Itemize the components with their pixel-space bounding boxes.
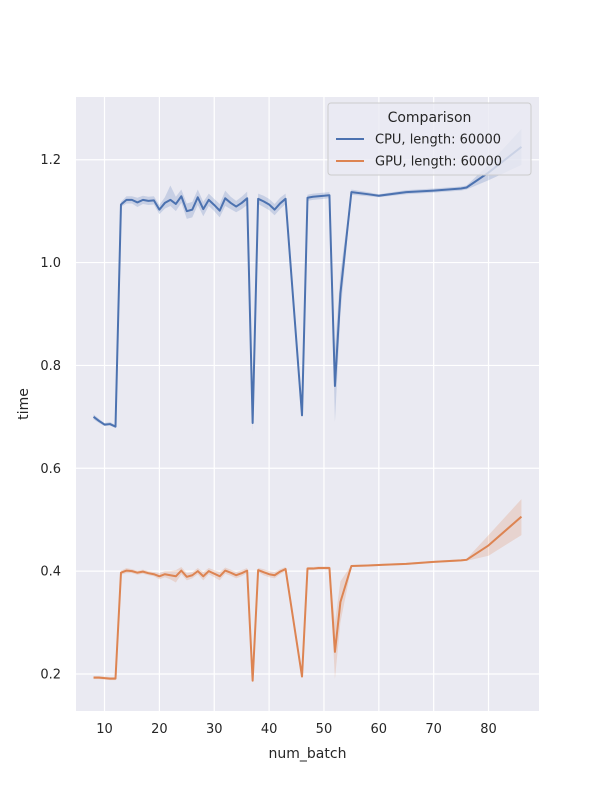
y-tick-label: 0.8 xyxy=(40,359,61,374)
y-tick-label: 1.2 xyxy=(40,153,61,168)
series-line-cpu xyxy=(92,146,523,428)
legend-label-gpu: GPU, length: 60000 xyxy=(375,155,502,170)
x-tick-label: 30 xyxy=(206,722,223,737)
legend-label-cpu: CPU, length: 60000 xyxy=(375,133,501,148)
x-tick-label: 80 xyxy=(480,722,497,737)
series-line-gpu xyxy=(93,515,523,682)
legend-box xyxy=(327,102,532,176)
legend: Comparison CPU, length: 60000 GPU, lengt… xyxy=(327,102,532,176)
x-tick-label: 70 xyxy=(425,722,442,737)
y-axis-label: time xyxy=(16,388,32,420)
x-axis-ticks: 10 20 30 40 50 60 70 80 xyxy=(96,722,497,737)
x-axis-label: num_batch xyxy=(269,746,347,762)
x-tick-label: 10 xyxy=(96,722,113,737)
x-tick-label: 60 xyxy=(371,722,388,737)
x-tick-label: 50 xyxy=(316,722,333,737)
legend-title: Comparison xyxy=(388,110,472,126)
y-tick-label: 0.2 xyxy=(40,667,61,682)
series-lines xyxy=(92,146,523,682)
y-tick-label: 0.6 xyxy=(40,462,61,477)
plot-area xyxy=(76,97,539,711)
x-tick-label: 20 xyxy=(151,722,168,737)
y-tick-label: 1.0 xyxy=(40,256,61,271)
y-tick-label: 0.4 xyxy=(40,565,61,580)
x-tick-label: 40 xyxy=(261,722,278,737)
y-axis-ticks: 0.2 0.4 0.6 0.8 1.0 1.2 xyxy=(40,153,61,682)
